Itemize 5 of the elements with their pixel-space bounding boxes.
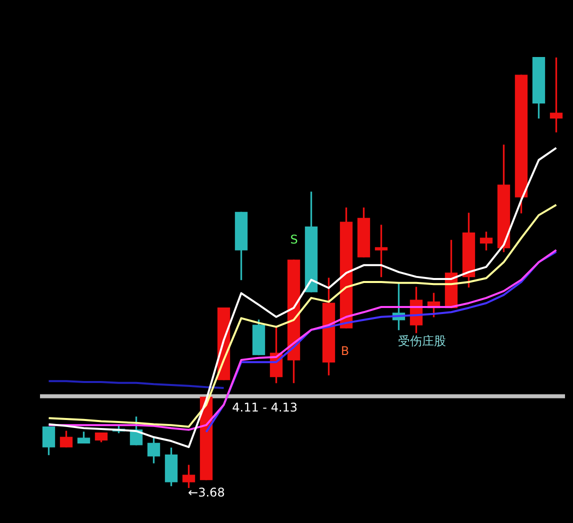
annotation: ←3.68 (188, 485, 225, 500)
annotation: 受伤庄股 (398, 334, 446, 348)
annotation: 4.11 - 4.13 (232, 400, 298, 414)
annotation: B (340, 344, 350, 358)
annotation: S (290, 232, 298, 246)
